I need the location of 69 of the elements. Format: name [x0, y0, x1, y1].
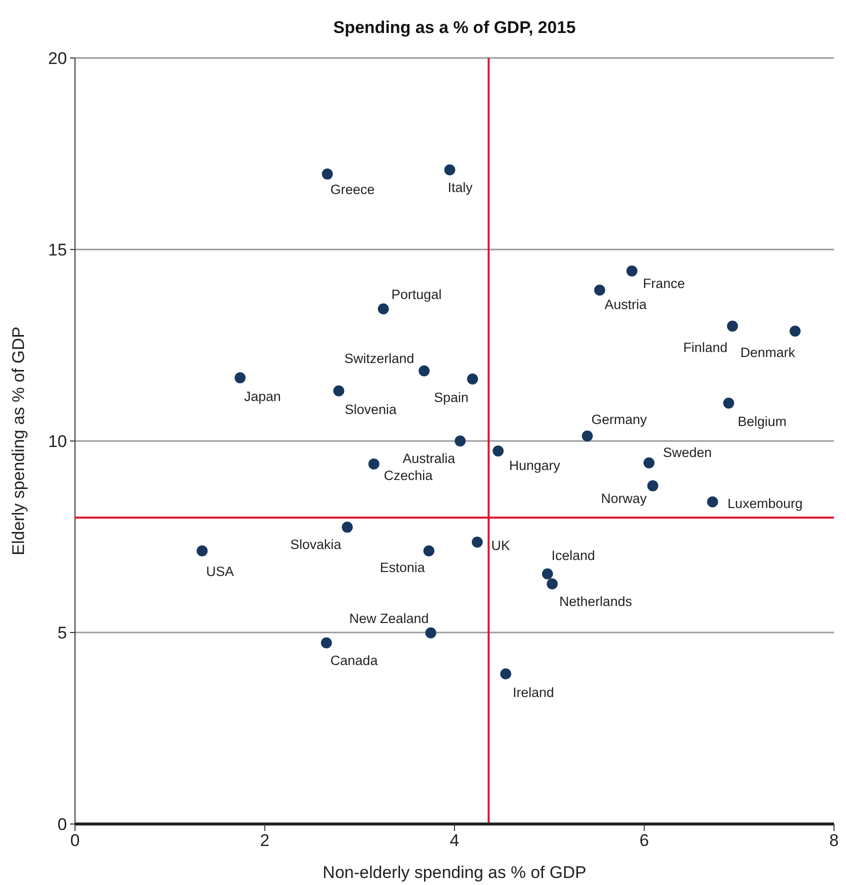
point: [472, 536, 483, 548]
y-tick-label: 10: [48, 432, 67, 451]
point: [454, 436, 466, 446]
point: [582, 430, 593, 442]
y-tick-label: 15: [48, 240, 67, 260]
annotation: Iceland: [551, 548, 596, 563]
point: [196, 545, 208, 556]
point: [723, 398, 734, 409]
annotation: Czechia: [384, 468, 434, 483]
point: [320, 637, 332, 648]
point: [444, 164, 456, 176]
annotation: Canada: [330, 652, 378, 668]
point: [333, 385, 344, 396]
point: [418, 365, 430, 376]
annotation: Germany: [591, 412, 648, 428]
point: [492, 445, 504, 456]
annotation: Netherlands: [559, 594, 632, 609]
annotation: Switzerland: [344, 350, 414, 366]
point: [378, 303, 389, 314]
annotation: Norway: [601, 490, 648, 506]
annotation: New Zealand: [349, 610, 429, 626]
annotation: Luxembourg: [728, 496, 803, 511]
point: [726, 320, 738, 332]
point: [467, 373, 478, 384]
annotation: USA: [206, 564, 234, 579]
point: [342, 522, 353, 533]
annotation: Slovenia: [344, 402, 398, 417]
y-tick-label: 20: [48, 48, 67, 68]
annotation: Greece: [330, 182, 375, 198]
annotation: UK: [491, 538, 510, 554]
annotation: Denmark: [740, 345, 796, 360]
point: [425, 627, 436, 638]
annotation: Estonia: [380, 560, 426, 575]
x-tick-label: 6: [640, 831, 649, 850]
point: [234, 372, 246, 384]
annotation: Sweden: [662, 444, 712, 460]
annotation: Austria: [604, 297, 648, 312]
annotation: Belgium: [738, 414, 786, 430]
point: [542, 568, 553, 580]
point: [643, 457, 654, 468]
point: [546, 578, 558, 590]
point: [594, 284, 606, 296]
y-axis-title: Elderly spending as % of GDP: [9, 326, 28, 556]
point: [322, 168, 333, 180]
annotation: Spain: [434, 390, 469, 405]
x-tick-label: 0: [70, 831, 80, 850]
point: [790, 326, 801, 337]
annotation: Japan: [244, 388, 281, 404]
annotation: Hungary: [509, 458, 560, 473]
point: [626, 265, 638, 276]
point: [423, 545, 434, 556]
y-tick-label: 0: [58, 814, 67, 834]
annotation: Slovakia: [290, 537, 342, 552]
annotation: France: [642, 276, 685, 291]
y-tick-label: 5: [58, 623, 67, 642]
annotation: Finland: [683, 340, 728, 356]
x-tick-label: 4: [450, 831, 460, 850]
x-tick-label: 8: [829, 831, 839, 850]
point: [647, 480, 658, 492]
point: [500, 668, 512, 680]
annotation: Portugal: [391, 286, 442, 302]
x-tick-label: 2: [260, 831, 270, 850]
x-axis-title: Non-elderly spending as % of GDP: [322, 863, 586, 882]
annotation: Australia: [402, 451, 456, 466]
chart-title: Spending as a % of GDP, 2015: [333, 18, 576, 37]
point: [368, 458, 380, 470]
annotation: Ireland: [512, 684, 554, 700]
annotation: Italy: [448, 180, 473, 195]
point: [707, 496, 718, 508]
